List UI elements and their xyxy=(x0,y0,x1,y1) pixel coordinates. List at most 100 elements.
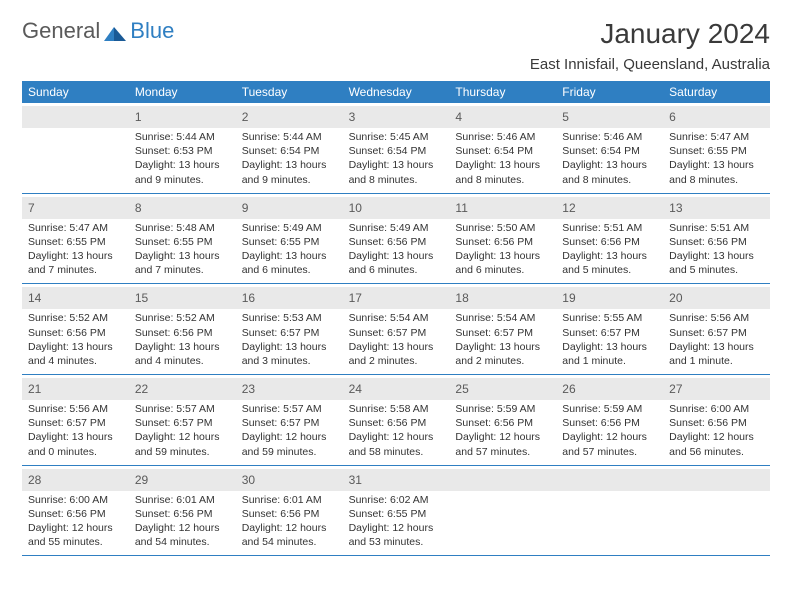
daylight-line: Daylight: 13 hours and 1 minute. xyxy=(562,340,657,368)
daylight-line: Daylight: 12 hours and 57 minutes. xyxy=(562,430,657,458)
day-info: Sunrise: 5:51 AMSunset: 6:56 PMDaylight:… xyxy=(562,221,657,278)
logo-text-blue: Blue xyxy=(130,18,174,44)
sunrise-line: Sunrise: 5:48 AM xyxy=(135,221,230,235)
calendar-week: 14Sunrise: 5:52 AMSunset: 6:56 PMDayligh… xyxy=(22,284,770,375)
day-info: Sunrise: 6:01 AMSunset: 6:56 PMDaylight:… xyxy=(242,493,337,550)
daylight-line: Daylight: 13 hours and 7 minutes. xyxy=(28,249,123,277)
day-number xyxy=(562,473,565,487)
daynum-bg xyxy=(556,469,663,491)
calendar-cell: 24Sunrise: 5:58 AMSunset: 6:56 PMDayligh… xyxy=(343,375,450,465)
day-number: 7 xyxy=(28,201,35,215)
weekday-header: SundayMondayTuesdayWednesdayThursdayFrid… xyxy=(22,81,770,103)
calendar-cell: 3Sunrise: 5:45 AMSunset: 6:54 PMDaylight… xyxy=(343,103,450,193)
daynum-bg: 20 xyxy=(663,287,770,309)
day-info: Sunrise: 5:44 AMSunset: 6:53 PMDaylight:… xyxy=(135,130,230,187)
logo-text-general: General xyxy=(22,18,100,44)
weekday-label: Friday xyxy=(556,81,663,103)
daylight-line: Daylight: 13 hours and 8 minutes. xyxy=(669,158,764,186)
calendar-cell: 28Sunrise: 6:00 AMSunset: 6:56 PMDayligh… xyxy=(22,466,129,556)
day-number: 6 xyxy=(669,110,676,124)
sunrise-line: Sunrise: 5:54 AM xyxy=(349,311,444,325)
day-number: 22 xyxy=(135,382,148,396)
sunrise-line: Sunrise: 5:59 AM xyxy=(562,402,657,416)
daynum-bg: 9 xyxy=(236,197,343,219)
daynum-bg: 23 xyxy=(236,378,343,400)
day-number: 3 xyxy=(349,110,356,124)
day-info: Sunrise: 5:47 AMSunset: 6:55 PMDaylight:… xyxy=(28,221,123,278)
calendar-cell: 25Sunrise: 5:59 AMSunset: 6:56 PMDayligh… xyxy=(449,375,556,465)
sunrise-line: Sunrise: 5:54 AM xyxy=(455,311,550,325)
calendar-cell: 10Sunrise: 5:49 AMSunset: 6:56 PMDayligh… xyxy=(343,194,450,284)
day-info: Sunrise: 6:01 AMSunset: 6:56 PMDaylight:… xyxy=(135,493,230,550)
sunset-line: Sunset: 6:56 PM xyxy=(28,507,123,521)
sunset-line: Sunset: 6:57 PM xyxy=(135,416,230,430)
sunrise-line: Sunrise: 5:44 AM xyxy=(135,130,230,144)
sunset-line: Sunset: 6:56 PM xyxy=(242,507,337,521)
daynum-bg: 27 xyxy=(663,378,770,400)
calendar-cell: 1Sunrise: 5:44 AMSunset: 6:53 PMDaylight… xyxy=(129,103,236,193)
calendar-cell: 30 Sunrise: 6:01 AMSunset: 6:56 PMDayligh… xyxy=(236,466,343,556)
day-number: 16 xyxy=(242,291,255,305)
day-number: 2 xyxy=(242,110,249,124)
daylight-line: Daylight: 13 hours and 8 minutes. xyxy=(349,158,444,186)
calendar-cell: 11Sunrise: 5:50 AMSunset: 6:56 PMDayligh… xyxy=(449,194,556,284)
daylight-line: Daylight: 13 hours and 9 minutes. xyxy=(135,158,230,186)
calendar-cell: 27 Sunrise: 6:00 AMSunset: 6:56 PMDayligh… xyxy=(663,375,770,465)
sunrise-line: Sunrise: 5:49 AM xyxy=(349,221,444,235)
day-number xyxy=(669,473,672,487)
day-number: 19 xyxy=(562,291,575,305)
daynum-bg: 8 xyxy=(129,197,236,219)
daynum-bg xyxy=(449,469,556,491)
sunrise-line: Sunrise: 5:53 AM xyxy=(242,311,337,325)
daylight-line: Daylight: 13 hours and 8 minutes. xyxy=(455,158,550,186)
sunset-line: Sunset: 6:55 PM xyxy=(242,235,337,249)
sunset-line: Sunset: 6:53 PM xyxy=(135,144,230,158)
calendar-cell: 13Sunrise: 5:51 AMSunset: 6:56 PMDayligh… xyxy=(663,194,770,284)
day-number: 30 xyxy=(242,473,255,487)
daylight-line: Daylight: 12 hours and 55 minutes. xyxy=(28,521,123,549)
sunrise-line: Sunrise: 5:47 AM xyxy=(28,221,123,235)
day-info: Sunrise: 5:56 AMSunset: 6:57 PMDaylight:… xyxy=(28,402,123,459)
calendar-cell: 23Sunrise: 5:57 AMSunset: 6:57 PMDayligh… xyxy=(236,375,343,465)
day-info: Sunrise: 5:58 AMSunset: 6:56 PMDaylight:… xyxy=(349,402,444,459)
day-number xyxy=(455,473,458,487)
daynum-bg: 31 xyxy=(343,469,450,491)
location-label: East Innisfail, Queensland, Australia xyxy=(530,56,770,73)
day-info: Sunrise: 5:57 AMSunset: 6:57 PMDaylight:… xyxy=(242,402,337,459)
logo-icon xyxy=(104,21,126,37)
day-number: 13 xyxy=(669,201,682,215)
day-info: Sunrise: 5:46 AMSunset: 6:54 PMDaylight:… xyxy=(455,130,550,187)
day-number: 25 xyxy=(455,382,468,396)
day-number: 27 xyxy=(669,382,682,396)
day-info: Sunrise: 6:00 AMSunset: 6:56 PMDaylight:… xyxy=(669,402,764,459)
sunrise-line: Sunrise: 6:01 AM xyxy=(242,493,337,507)
daylight-line: Daylight: 12 hours and 54 minutes. xyxy=(135,521,230,549)
sunrise-line: Sunrise: 6:00 AM xyxy=(669,402,764,416)
calendar-week: 7Sunrise: 5:47 AMSunset: 6:55 PMDaylight… xyxy=(22,194,770,285)
sunrise-line: Sunrise: 5:57 AM xyxy=(135,402,230,416)
day-number: 15 xyxy=(135,291,148,305)
calendar-cell xyxy=(663,466,770,556)
calendar-cell xyxy=(556,466,663,556)
sunrise-line: Sunrise: 5:44 AM xyxy=(242,130,337,144)
sunset-line: Sunset: 6:56 PM xyxy=(562,416,657,430)
daynum-bg: 4 xyxy=(449,106,556,128)
title-block: January 2024 East Innisfail, Queensland,… xyxy=(530,18,770,73)
daynum-bg xyxy=(663,469,770,491)
day-info: Sunrise: 5:57 AMSunset: 6:57 PMDaylight:… xyxy=(135,402,230,459)
day-number: 14 xyxy=(28,291,41,305)
daynum-bg xyxy=(22,106,129,128)
sunrise-line: Sunrise: 5:51 AM xyxy=(562,221,657,235)
sunrise-line: Sunrise: 5:50 AM xyxy=(455,221,550,235)
daynum-bg: 6 xyxy=(663,106,770,128)
day-number: 21 xyxy=(28,382,41,396)
daylight-line: Daylight: 13 hours and 2 minutes. xyxy=(349,340,444,368)
sunrise-line: Sunrise: 5:45 AM xyxy=(349,130,444,144)
sunset-line: Sunset: 6:55 PM xyxy=(28,235,123,249)
calendar-cell: 22 Sunrise: 5:57 AMSunset: 6:57 PMDayligh… xyxy=(129,375,236,465)
daynum-bg: 28 xyxy=(22,469,129,491)
calendar-cell: 5Sunrise: 5:46 AMSunset: 6:54 PMDaylight… xyxy=(556,103,663,193)
daynum-bg: 7 xyxy=(22,197,129,219)
daylight-line: Daylight: 13 hours and 0 minutes. xyxy=(28,430,123,458)
calendar-cell: 18Sunrise: 5:54 AMSunset: 6:57 PMDayligh… xyxy=(449,284,556,374)
